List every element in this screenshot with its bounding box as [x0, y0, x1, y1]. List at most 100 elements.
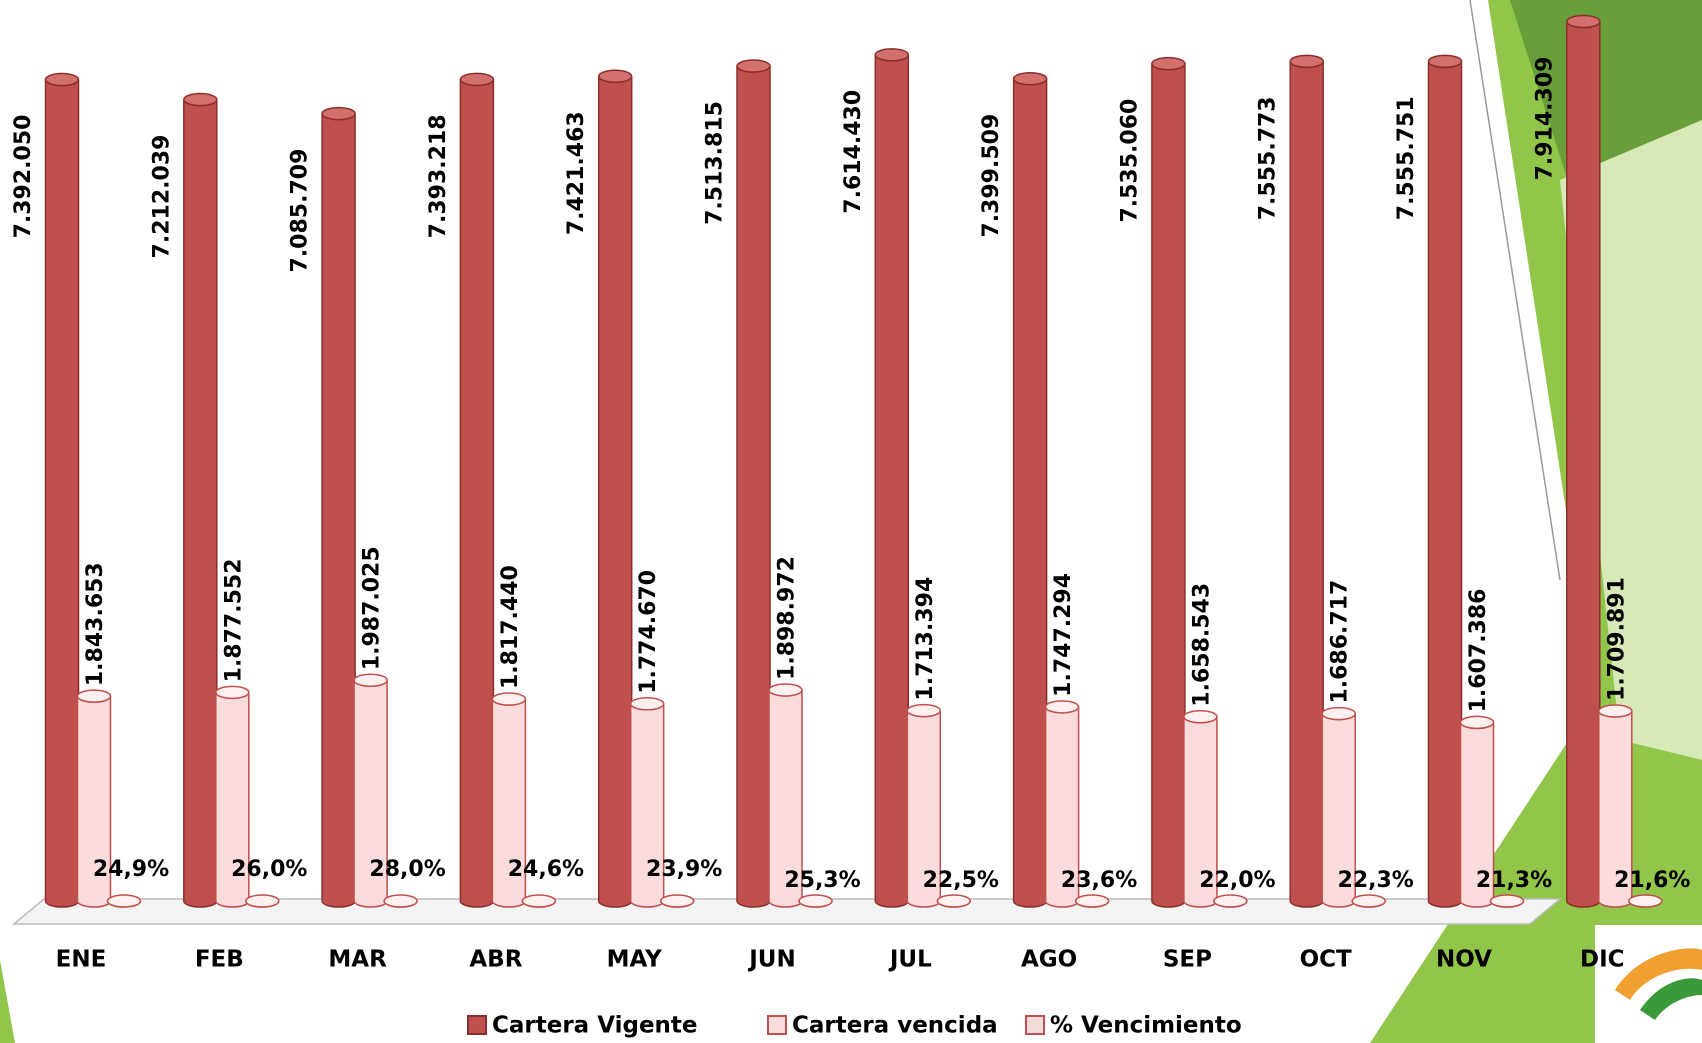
- bar: [874, 54, 910, 908]
- bar: [1566, 21, 1601, 908]
- x-tick-label: MAR: [328, 947, 387, 973]
- data-label: 25,3%: [784, 868, 860, 893]
- data-label: 22,3%: [1338, 868, 1414, 893]
- data-label: 7.535.060: [1117, 99, 1142, 223]
- data-label: 28,0%: [369, 857, 445, 882]
- logo: [1615, 948, 1702, 1000]
- data-label: 1.658.543: [1189, 583, 1214, 707]
- data-label: 7.513.815: [703, 101, 728, 225]
- data-label: 26,0%: [231, 857, 307, 882]
- bar-top: [1321, 706, 1356, 721]
- bar-top: [906, 703, 942, 718]
- x-tick-label: JUN: [747, 947, 795, 973]
- bar: [1427, 61, 1463, 908]
- bar-top: [1012, 71, 1048, 86]
- bar-top: [383, 894, 418, 908]
- legend-swatch: [767, 1015, 787, 1035]
- bar-top: [1074, 894, 1110, 908]
- legend-swatch: [1025, 1015, 1045, 1035]
- bar-top: [736, 59, 771, 73]
- bar-top: [1044, 700, 1080, 714]
- data-label: 7.555.751: [1394, 96, 1419, 220]
- data-label: 1.774.670: [636, 570, 661, 694]
- bar-top: [1566, 14, 1601, 29]
- bar: [321, 113, 356, 908]
- bar-top: [629, 697, 665, 711]
- bar-top: [1151, 56, 1186, 71]
- data-label: 22,5%: [923, 868, 999, 893]
- bar-top: [245, 894, 280, 908]
- green-shape: [0, 960, 15, 1043]
- bar-top: [353, 673, 388, 687]
- bar-top: [1598, 704, 1633, 718]
- legend-swatch: [467, 1015, 487, 1035]
- bar-top: [521, 894, 557, 908]
- data-label: 21,6%: [1614, 868, 1690, 893]
- data-label: 1.713.394: [913, 577, 938, 701]
- bar-top: [659, 894, 695, 908]
- bar-top: [459, 72, 495, 87]
- bar: [1151, 63, 1186, 908]
- bar: [44, 79, 80, 908]
- bar: [459, 79, 495, 908]
- bar-top: [1459, 715, 1495, 730]
- data-label: 7.392.050: [11, 115, 36, 239]
- data-label: 1.686.717: [1328, 580, 1353, 704]
- data-label: 7.212.039: [149, 135, 174, 259]
- bar-top: [491, 692, 527, 706]
- bar-top: [1427, 54, 1463, 69]
- logo: [1640, 978, 1702, 1020]
- bar-top: [874, 48, 910, 62]
- data-label: 23,9%: [646, 857, 722, 882]
- data-label: 1.877.552: [221, 558, 246, 682]
- bar: [736, 65, 771, 908]
- data-label: 1.987.025: [360, 546, 385, 670]
- bar-top: [597, 69, 633, 84]
- x-tick-label: JUL: [888, 947, 932, 973]
- data-label: 7.614.430: [841, 90, 866, 214]
- data-label: 7.555.773: [1256, 96, 1281, 220]
- x-tick-label: SEP: [1163, 947, 1212, 973]
- deco-line: [1469, 0, 1561, 581]
- data-label: 24,9%: [93, 857, 169, 882]
- x-tick-label: ABR: [469, 947, 522, 973]
- bar-top: [1213, 894, 1248, 908]
- bar-top: [183, 92, 218, 107]
- bar-top: [76, 689, 112, 703]
- bar: [1012, 78, 1048, 908]
- data-label: 7.393.218: [426, 114, 451, 238]
- bar-top: [44, 72, 80, 87]
- bar: [1289, 61, 1324, 908]
- data-label: 1.817.440: [498, 565, 523, 689]
- data-label: 1.843.653: [83, 562, 108, 686]
- data-label: 21,3%: [1476, 868, 1552, 893]
- data-label: 23,6%: [1061, 868, 1137, 893]
- x-tick-label: MAY: [607, 947, 662, 973]
- x-tick-label: DIC: [1580, 947, 1625, 973]
- bar-top: [936, 894, 972, 908]
- data-label: 1.898.972: [775, 556, 800, 680]
- bar: [597, 76, 633, 908]
- bar-top: [215, 685, 250, 700]
- legend-label: Cartera Vigente: [492, 1013, 698, 1039]
- bar-top: [768, 683, 803, 697]
- bar-top: [321, 106, 356, 121]
- bar-top: [1489, 894, 1525, 908]
- data-label: 1.607.386: [1466, 589, 1491, 713]
- data-label: 7.421.463: [564, 111, 589, 235]
- bar: [183, 99, 218, 908]
- x-tick-label: FEB: [195, 947, 244, 973]
- bar-top: [106, 894, 142, 908]
- x-tick-label: ENE: [56, 947, 107, 973]
- x-tick-label: AGO: [1021, 947, 1077, 973]
- data-label: 22,0%: [1199, 868, 1275, 893]
- data-label: 7.085.709: [288, 149, 313, 273]
- data-label: 1.709.891: [1604, 577, 1629, 701]
- bar-top: [1289, 54, 1324, 69]
- data-label: 7.914.309: [1532, 57, 1557, 181]
- bar-top: [1628, 894, 1663, 908]
- x-tick-label: NOV: [1436, 947, 1492, 973]
- data-label: 1.747.294: [1051, 573, 1076, 697]
- bar-top: [1351, 894, 1386, 908]
